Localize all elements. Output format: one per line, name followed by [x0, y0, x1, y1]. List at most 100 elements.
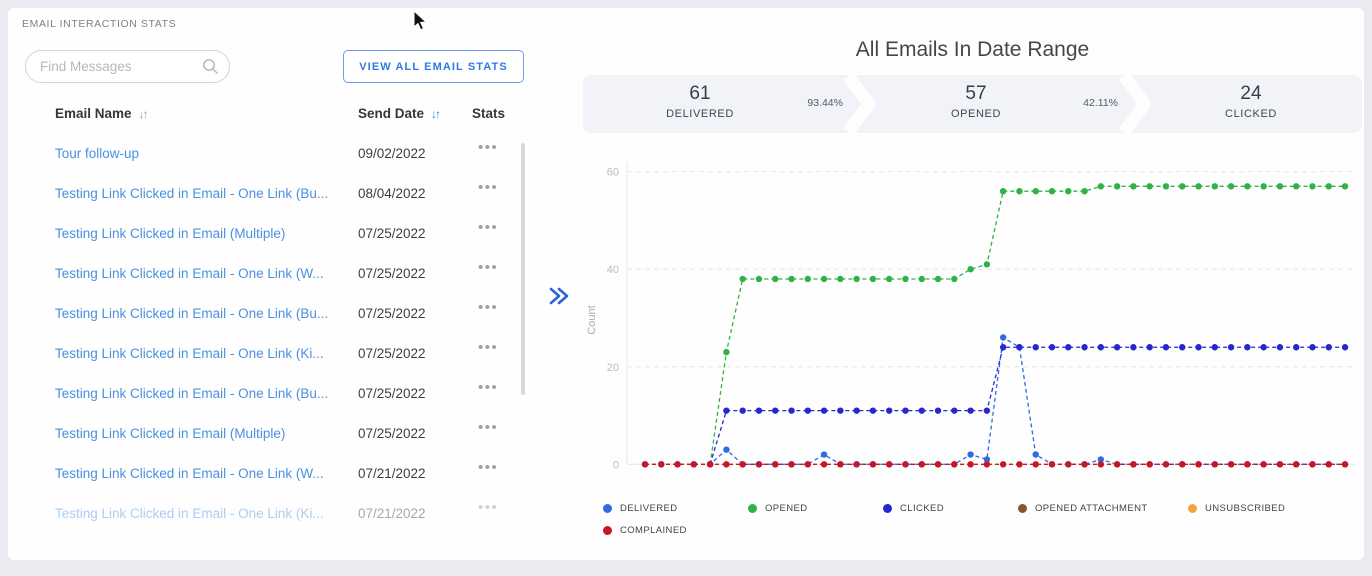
table-row: Testing Link Clicked in Email - One Link… [8, 375, 548, 415]
legend-item-opened-attachment[interactable]: OPENED ATTACHMENT [1018, 500, 1188, 516]
legend-label: DELIVERED [620, 502, 678, 514]
row-actions-menu-icon[interactable]: ••• [478, 379, 499, 396]
funnel-label: DELIVERED [666, 108, 734, 120]
row-actions-menu-icon[interactable]: ••• [478, 459, 499, 476]
send-date-label: Send Date [358, 106, 425, 121]
row-actions-menu-icon[interactable]: ••• [478, 139, 499, 156]
y-tick-label: 20 [607, 362, 619, 374]
column-header-stats: Stats [472, 106, 506, 121]
email-name-link[interactable]: Testing Link Clicked in Email - One Link… [55, 306, 329, 321]
y-axis-label: Count [586, 305, 598, 334]
table-row: Testing Link Clicked in Email - One Link… [8, 175, 548, 215]
funnel-stat-opened: 57 OPENED [891, 75, 1061, 133]
legend-dot-icon [883, 503, 892, 513]
row-actions-menu-icon[interactable]: ••• [478, 339, 499, 356]
legend-item-complained[interactable]: COMPLAINED [603, 522, 748, 538]
funnel-stat-delivered: 61 DELIVERED [615, 75, 785, 133]
send-date-value: 07/25/2022 [358, 266, 426, 281]
legend-label: OPENED ATTACHMENT [1035, 502, 1148, 514]
column-header-email-name[interactable]: Email Name ↓↑ [55, 106, 149, 121]
chart-legend: DELIVERED OPENED CLICKED OPENED ATTACHMENT U… [583, 500, 1362, 538]
email-name-link[interactable]: Testing Link Clicked in Email - One Link… [55, 466, 324, 481]
row-actions-menu-icon[interactable]: ••• [478, 219, 499, 236]
legend-dot-icon [603, 503, 612, 513]
series-delivered [641, 334, 1349, 468]
row-actions-menu-icon[interactable]: ••• [478, 299, 499, 316]
send-date-value: 07/25/2022 [358, 226, 426, 241]
series-opened [706, 183, 1349, 468]
email-name-link[interactable]: Testing Link Clicked in Email - One Link… [55, 346, 324, 361]
funnel-value: 61 [689, 83, 711, 104]
view-all-email-stats-button[interactable]: VIEW ALL EMAIL STATS [343, 50, 524, 83]
funnel-value: 57 [965, 83, 987, 104]
double-chevron-right-icon [549, 287, 569, 304]
email-name-link[interactable]: Testing Link Clicked in Email - One Link… [55, 506, 324, 521]
sort-icon-send-date[interactable]: ↓↑ [431, 107, 441, 121]
table-row: Testing Link Clicked in Email - One Link… [8, 295, 548, 335]
legend-dot-icon [1018, 503, 1027, 513]
legend-label: CLICKED [900, 502, 944, 514]
table-row: Testing Link Clicked in Email - One Link… [8, 455, 548, 495]
email-name-link[interactable]: Testing Link Clicked in Email (Multiple) [55, 226, 286, 241]
email-name-link[interactable]: Testing Link Clicked in Email - One Link… [55, 186, 329, 201]
send-date-value: 09/02/2022 [358, 146, 426, 161]
table-row: Testing Link Clicked in Email - One Link… [8, 335, 548, 375]
email-name-link[interactable]: Tour follow-up [55, 146, 140, 161]
send-date-value: 07/25/2022 [358, 426, 426, 441]
legend-label: UNSUBSCRIBED [1205, 502, 1286, 514]
funnel-label: CLICKED [1225, 108, 1277, 120]
funnel-chevron-icon [843, 75, 875, 133]
legend-label: OPENED [765, 502, 808, 514]
y-tick-label: 0 [613, 459, 619, 471]
series-complained [641, 461, 1349, 468]
row-actions-menu-icon[interactable]: ••• [478, 179, 499, 196]
search-box [25, 50, 230, 83]
email-name-link[interactable]: Testing Link Clicked in Email - One Link… [55, 386, 329, 401]
legend-dot-icon [603, 525, 612, 535]
send-date-value: 07/25/2022 [358, 386, 426, 401]
table-row: Testing Link Clicked in Email - One Link… [8, 255, 548, 295]
legend-dot-icon [1188, 503, 1197, 513]
funnel-percent-delivered-to-opened: 93.44% [807, 97, 843, 109]
search-input[interactable] [25, 50, 230, 83]
sort-icon-email-name[interactable]: ↓↑ [138, 107, 149, 121]
funnel-stat-clicked: 24 CLICKED [1166, 75, 1336, 133]
funnel-label: OPENED [950, 108, 1002, 120]
table-header: Email Name ↓↑ Send Date ↓↑ Stats [8, 102, 548, 128]
row-actions-menu-icon[interactable]: ••• [478, 259, 499, 276]
email-name-link[interactable]: Testing Link Clicked in Email - One Link… [55, 266, 324, 281]
send-date-value: 07/25/2022 [358, 306, 426, 321]
email-name-label: Email Name [55, 106, 132, 121]
mouse-cursor [413, 10, 428, 31]
send-date-value: 08/04/2022 [358, 186, 426, 201]
series-clicked [706, 344, 1349, 468]
y-tick-label: 60 [607, 167, 619, 179]
legend-item-unsubscribed[interactable]: UNSUBSCRIBED [1188, 500, 1362, 516]
search-icon [203, 59, 218, 74]
email-name-link[interactable]: Testing Link Clicked in Email (Multiple) [55, 426, 286, 441]
legend-label: COMPLAINED [620, 524, 687, 536]
send-date-value: 07/25/2022 [358, 346, 426, 361]
table-row: Testing Link Clicked in Email (Multiple)… [8, 415, 548, 455]
funnel-value: 24 [1240, 83, 1262, 104]
column-header-send-date[interactable]: Send Date ↓↑ [358, 106, 441, 121]
line-chart: 0 20 40 60 Count [586, 161, 1355, 471]
chart-title: All Emails In Date Range [855, 38, 1090, 61]
row-actions-menu-icon[interactable]: ••• [478, 419, 499, 436]
legend-dot-icon [748, 503, 757, 513]
table-row: Tour follow-up 09/02/2022 ••• [8, 135, 548, 175]
table-row: Testing Link Clicked in Email (Multiple)… [8, 215, 548, 255]
y-tick-label: 40 [607, 264, 619, 276]
funnel-chevron-icon [1119, 75, 1151, 133]
expand-panel-button[interactable] [545, 282, 573, 312]
funnel-percent-opened-to-clicked: 42.11% [1083, 97, 1118, 109]
legend-item-opened[interactable]: OPENED [748, 500, 883, 516]
legend-item-delivered[interactable]: DELIVERED [603, 500, 748, 516]
row-actions-menu-icon[interactable]: ••• [478, 499, 499, 516]
send-date-value: 07/21/2022 [358, 506, 426, 521]
list-scrollbar[interactable] [521, 143, 525, 395]
email-table-body: Tour follow-up 09/02/2022 ••• Testing Link … [8, 135, 548, 535]
legend-item-clicked[interactable]: CLICKED [883, 500, 1018, 516]
table-row: Testing Link Clicked in Email - One Link… [8, 495, 548, 535]
send-date-value: 07/21/2022 [358, 466, 426, 481]
